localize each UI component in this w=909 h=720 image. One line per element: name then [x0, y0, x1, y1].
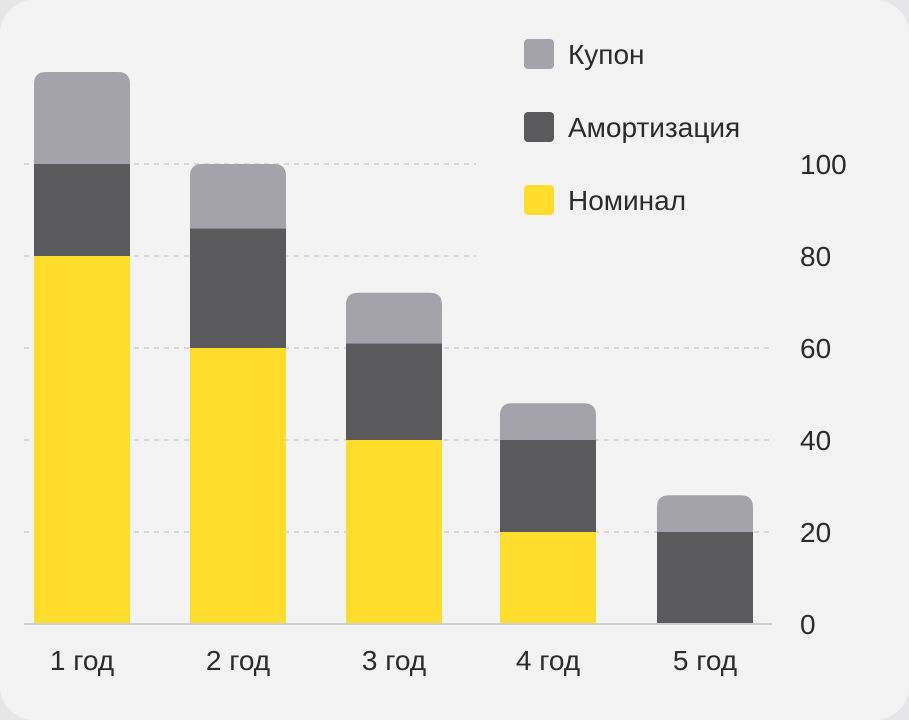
bar-segment-coupon-4	[500, 403, 596, 440]
bar-segment-nominal-2	[190, 348, 286, 624]
bar-segment-amortization-2	[190, 228, 286, 348]
x-tick-label: 2 год	[206, 645, 270, 676]
bar-segment-nominal-1	[34, 256, 130, 624]
bar-segment-amortization-4	[500, 440, 596, 532]
bar-segment-coupon-5	[657, 495, 753, 532]
legend-label: Купон	[568, 39, 645, 70]
y-tick-label: 20	[800, 517, 831, 548]
legend: Купон Амортизация Номинал	[524, 39, 740, 216]
y-tick-label: 80	[800, 241, 831, 272]
bar-segment-amortization-3	[346, 343, 442, 440]
x-tick-label: 4 год	[516, 645, 580, 676]
y-tick-label: 100	[800, 149, 847, 180]
y-tick-label: 40	[800, 425, 831, 456]
x-tick-label: 5 год	[673, 645, 737, 676]
legend-swatch	[524, 112, 554, 142]
bar-segment-coupon-2	[190, 164, 286, 229]
bar-segment-coupon-1	[34, 72, 130, 164]
bars	[34, 72, 753, 624]
x-tick-label: 3 год	[362, 645, 426, 676]
bar-segment-amortization-5	[657, 532, 753, 624]
bar-segment-coupon-3	[346, 292, 442, 344]
bar-segment-amortization-1	[34, 164, 130, 256]
y-tick-label: 0	[800, 609, 816, 640]
legend-swatch	[524, 39, 554, 69]
bar-segment-nominal-4	[500, 532, 596, 624]
legend-swatch	[524, 185, 554, 215]
legend-label: Номинал	[568, 185, 686, 216]
x-tick-label: 1 год	[50, 645, 114, 676]
y-tick-label: 60	[800, 333, 831, 364]
bar-segment-nominal-3	[346, 440, 442, 624]
legend-label: Амортизация	[568, 112, 740, 143]
axes: 0 20 40 60 80 100 1 год 2 год 3 год 4 год 5 год	[24, 149, 847, 676]
